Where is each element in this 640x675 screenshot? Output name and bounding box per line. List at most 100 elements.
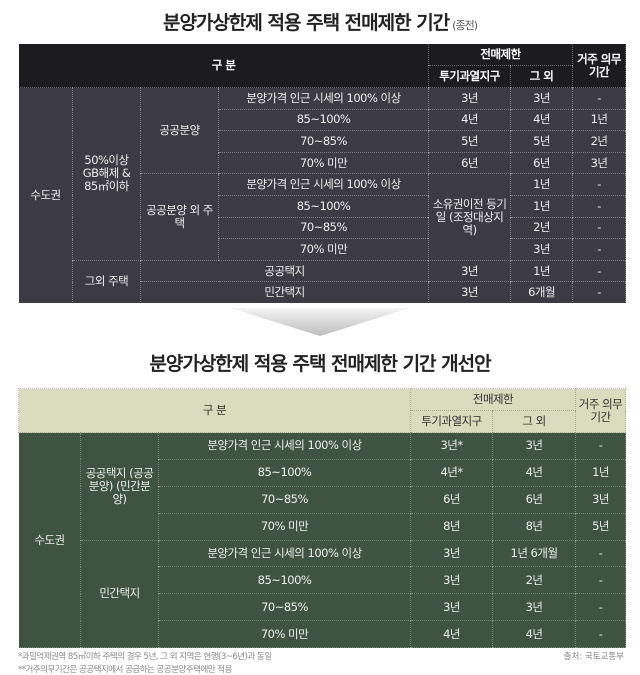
group-cell: 50%이상 GB해제 & 85㎡이하 — [72, 87, 141, 261]
type-cell: 공공분양 — [140, 86, 219, 175]
value-cell: 4년 — [510, 108, 574, 132]
price-cell: 70~85% — [217, 216, 430, 240]
value-cell: 2년 — [572, 130, 627, 153]
table-row: 70% 미만 6년 6년 3년 — [19, 151, 627, 175]
value-cell: 4년 — [410, 620, 494, 649]
table-row: 70~85% 2년 - — [19, 216, 627, 240]
price-cell: 분양가격 인근 시세의 100% 이상 — [157, 432, 412, 460]
value-cell: - — [572, 216, 627, 240]
new-resale-restriction-table: 구 분 전매제한 거주 의무기간 투기과열지구 그 외 수도권 공공택지 (공공분양) … — [17, 388, 627, 649]
value-cell: 1년 — [575, 458, 627, 487]
value-cell: 4년 — [428, 108, 512, 132]
value-cell: - — [572, 173, 627, 196]
footnote-2: **거주의무기간은 공공택지에서 공급하는 공공분양주택에만 적용 — [18, 665, 232, 675]
value-cell: 6개월 — [510, 281, 574, 304]
value-cell: - — [572, 87, 627, 110]
value-cell: 6년 — [428, 151, 512, 175]
value-cell: 1년 — [510, 194, 574, 218]
value-cell: 3년 — [410, 566, 494, 595]
value-cell: - — [572, 194, 627, 218]
table-row: 85~100% 1년 - — [19, 194, 627, 218]
value-cell: 3년 — [428, 281, 512, 304]
table-row: 민간택지 3년 6개월 - — [19, 281, 627, 304]
value-cell: 6년 — [410, 485, 494, 514]
table-row: 70~85% 6년 6년 3년 — [19, 485, 627, 514]
header-speculation: 투기과열지구 — [428, 65, 512, 88]
price-cell: 70% 미만 — [157, 512, 412, 541]
value-cell: - — [575, 620, 627, 649]
price-cell: 85~100% — [157, 566, 412, 595]
value-cell: 4년 — [492, 620, 577, 649]
value-cell: 3년 — [428, 259, 512, 283]
table-row: 수도권 공공택지 (공공분양) (민간분양) 분양가격 인근 시세의 100% 이상… — [18, 431, 627, 649]
arrow-down-icon — [230, 308, 410, 336]
table-row: 공공분양 외 주택 분양가격 인근 시세의 100% 이상 소유권이전 등기일 (조… — [19, 173, 627, 261]
header-category: 구 분 — [17, 43, 430, 88]
value-cell: - — [572, 259, 627, 283]
value-cell: - — [575, 566, 627, 595]
value-cell: 3년 — [492, 432, 577, 460]
table-row: 70% 미만 8년 8년 5년 — [19, 512, 627, 541]
value-cell: 2년 — [510, 216, 574, 240]
land-cell: 공공택지 (공공분양) (민간분양) — [80, 432, 159, 541]
price-cell: 70~85% — [217, 130, 430, 153]
value-cell: 1년 — [510, 259, 574, 283]
header-resale: 전매제한 — [428, 43, 574, 66]
value-cell: 3년 — [410, 539, 494, 568]
footnote-1: *과밀억제권역 85㎡이하 주택의 경우 5년, 그 외 지역은 현행(3~6년… — [18, 652, 272, 662]
old-table-title-note: (종전) — [452, 19, 478, 32]
value-cell: 3년 — [510, 238, 574, 261]
price-cell: 85~100% — [217, 194, 430, 218]
type-cell: 공공분양 외 주택 — [140, 173, 219, 261]
header-category: 구 분 — [17, 388, 412, 433]
region-cell: 수도권 — [18, 431, 81, 649]
land-cell: 공공택지 — [139, 259, 430, 283]
value-cell: 5년 — [575, 512, 627, 541]
value-cell: 8년 — [492, 512, 577, 541]
table-row: 85~100% 4년 4년 1년 — [19, 108, 627, 132]
header-residence: 거주 의무기간 — [575, 388, 627, 433]
value-cell: - — [575, 593, 627, 622]
price-cell: 70% 미만 — [157, 620, 412, 649]
table-row: 70% 미만 4년 4년 - — [19, 620, 627, 649]
value-cell: 1년 6개월 — [492, 539, 577, 568]
value-cell: 1년 — [572, 108, 627, 132]
value-cell: - — [572, 281, 627, 304]
old-resale-restriction-table: 구 분 전매제한 거주 의무기간 투기과열지구 그 외 수도권 50%이상 GB해제 &… — [17, 43, 627, 304]
table-row: 70~85% 3년 3년 - — [19, 593, 627, 622]
table-row: 70~85% 5년 5년 2년 — [19, 130, 627, 153]
value-cell: 2년 — [492, 566, 577, 595]
table-row: 85~100% 4년* 4년 1년 — [19, 458, 627, 487]
land-cell: 민간택지 — [139, 281, 430, 304]
registration-cell: 소유권이전 등기일 (조정대상지역) — [428, 173, 512, 261]
value-cell: - — [575, 539, 627, 568]
value-cell: 3년 — [428, 87, 512, 110]
value-cell: 3년 — [575, 485, 627, 514]
price-cell: 85~100% — [157, 458, 412, 487]
value-cell: 6년 — [492, 485, 577, 514]
value-cell: 5년 — [510, 130, 574, 153]
new-table-title: 분양가상한제 적용 주택 전매제한 기간 개선안 — [149, 353, 491, 375]
value-cell: 5년 — [428, 130, 512, 153]
price-cell: 분양가격 인근 시세의 100% 이상 — [157, 539, 412, 568]
header-residence: 거주 의무기간 — [572, 43, 627, 88]
header-other: 그 외 — [492, 410, 577, 433]
value-cell: - — [572, 238, 627, 261]
value-cell: 1년 — [510, 173, 574, 196]
region-cell: 수도권 — [18, 87, 73, 304]
table-row: 수도권 50%이상 GB해제 & 85㎡이하 공공분양 분양가격 인근 시세의 100… — [18, 86, 627, 304]
value-cell: 4년 — [492, 458, 577, 487]
value-cell: 8년 — [410, 512, 494, 541]
value-cell: - — [575, 432, 627, 460]
price-cell: 70% 미만 — [217, 238, 430, 261]
source-note: 출처: 국토교통부 — [563, 652, 624, 662]
header-other: 그 외 — [510, 65, 574, 88]
value-cell: 3년 — [492, 593, 577, 622]
price-cell: 70~85% — [157, 485, 412, 514]
table-row: 그외 주택 공공택지 3년 1년 - — [19, 259, 627, 304]
price-cell: 70~85% — [157, 593, 412, 622]
value-cell: 6년 — [510, 151, 574, 175]
header-speculation: 투기과열지구 — [410, 410, 494, 433]
group-cell: 그외 주택 — [72, 259, 141, 304]
old-table-title: 분양가상한제 적용 주택 전매제한 기간 (종전) — [163, 12, 478, 34]
